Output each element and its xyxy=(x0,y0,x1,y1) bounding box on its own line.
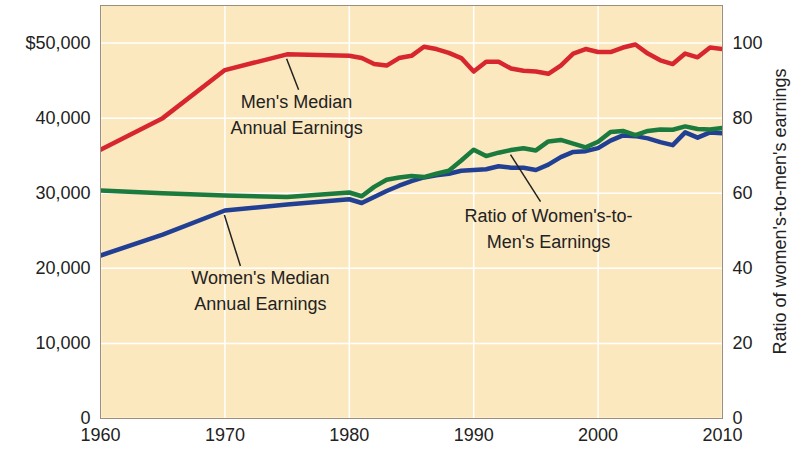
svg-text:60: 60 xyxy=(733,183,753,203)
svg-text:1990: 1990 xyxy=(454,425,494,445)
svg-text:2010: 2010 xyxy=(702,425,742,445)
svg-text:1980: 1980 xyxy=(329,425,369,445)
svg-text:Ratio of women's-to-men's earn: Ratio of women's-to-men's earnings xyxy=(770,69,790,355)
svg-text:$50,000: $50,000 xyxy=(25,33,90,53)
svg-text:80: 80 xyxy=(733,108,753,128)
svg-text:20: 20 xyxy=(733,333,753,353)
svg-text:2000: 2000 xyxy=(578,425,618,445)
svg-text:100: 100 xyxy=(733,33,763,53)
svg-text:30,000: 30,000 xyxy=(35,183,90,203)
svg-text:20,000: 20,000 xyxy=(35,258,90,278)
svg-text:1960: 1960 xyxy=(80,425,120,445)
svg-text:0: 0 xyxy=(733,408,743,428)
svg-text:Ratio of Women's-to-Men's Earn: Ratio of Women's-to-Men's Earnings xyxy=(464,206,632,252)
svg-text:1970: 1970 xyxy=(205,425,245,445)
svg-text:Women's MedianAnnual Earnings: Women's MedianAnnual Earnings xyxy=(191,268,329,314)
svg-text:40: 40 xyxy=(733,258,753,278)
svg-text:Men's MedianAnnual Earnings: Men's MedianAnnual Earnings xyxy=(231,92,363,138)
svg-text:40,000: 40,000 xyxy=(35,108,90,128)
svg-text:10,000: 10,000 xyxy=(35,333,90,353)
svg-text:0: 0 xyxy=(80,408,90,428)
